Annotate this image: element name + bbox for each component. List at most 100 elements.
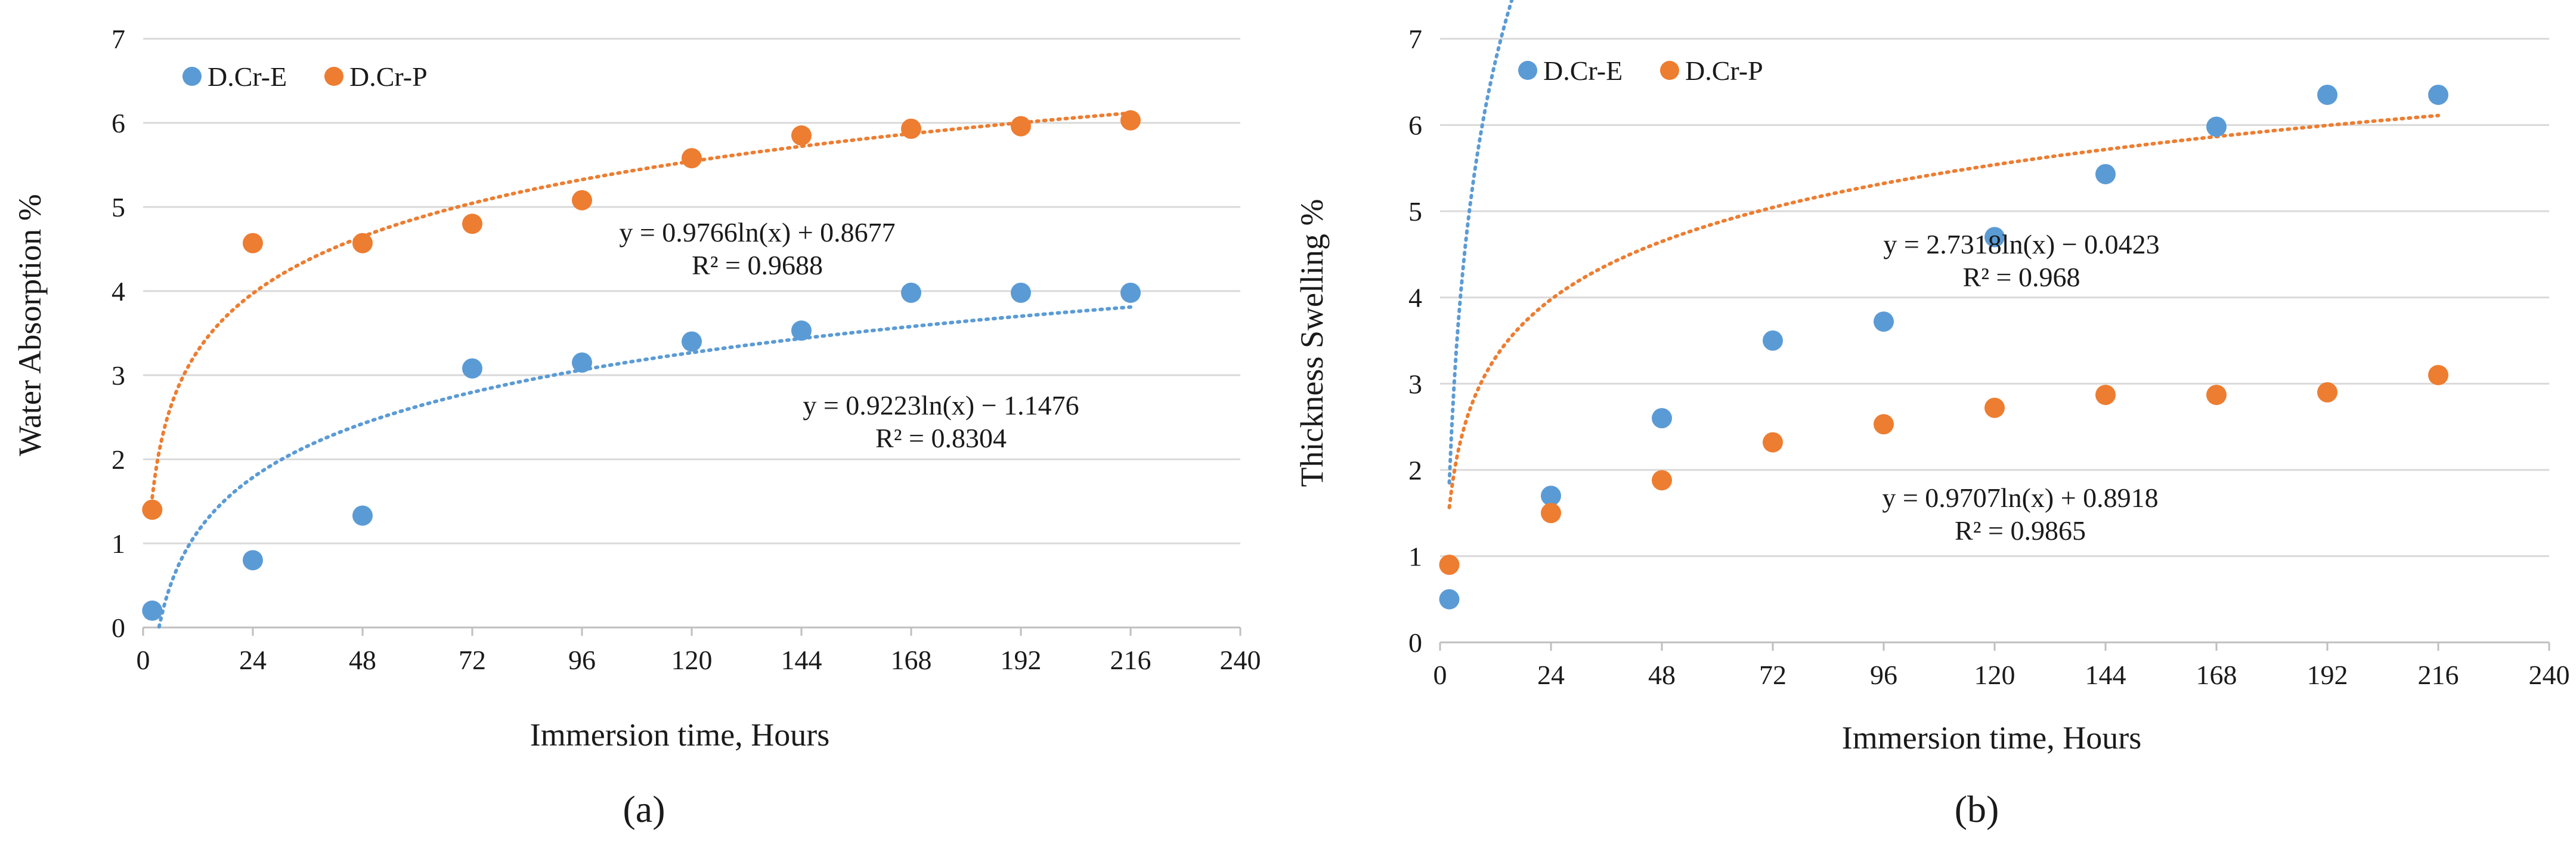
data-point-d-cr-e [1984,227,2005,248]
data-point-d-cr-p [901,118,921,139]
data-point-d-cr-e [1011,282,1031,303]
trendline-d-cr-e [157,305,1132,629]
data-point-d-cr-p [352,233,373,253]
y-tick-label: 3 [1408,369,1422,399]
x-tick-label: 240 [1220,645,1261,675]
x-tick-label: 144 [781,645,822,675]
data-point-d-cr-e [352,505,373,526]
x-tick-label: 48 [349,645,376,675]
data-point-d-cr-p [2428,364,2448,385]
y-tick-label: 4 [1408,283,1422,313]
data-point-d-cr-e [142,600,163,621]
data-point-d-cr-e [243,550,263,571]
axes-b [1439,641,2550,651]
legend-label-dcr-p: D.Cr-P [349,61,428,92]
data-point-d-cr-p [2317,382,2337,403]
r2-dcr-e-a: R² = 0.8304 [875,423,1007,453]
grid-a [143,38,1240,545]
r2-dcr-e-b: R² = 0.968 [1963,262,2080,292]
legend-label-dcr-e: D.Cr-E [1543,55,1623,86]
legend-label-dcr-p: D.Cr-P [1685,55,1763,86]
x-tick-label: 120 [671,645,713,675]
data-point-d-cr-e [462,358,482,379]
trendline-d-cr-p [150,111,1132,500]
legend-marker-dcr-e [1518,61,1537,80]
legend-a: D.Cr-E D.Cr-P [182,61,428,92]
data-point-d-cr-e [682,331,702,352]
ylabel-a: Water Absorption % [12,194,48,456]
legend-label-dcr-e: D.Cr-E [208,61,287,92]
data-point-d-cr-e [1439,589,1460,610]
x-tick-label: 72 [1759,660,1787,690]
data-point-d-cr-e [1652,408,1672,429]
data-point-d-cr-e [1763,330,1783,351]
data-point-d-cr-p [142,499,163,520]
y-tick-label: 0 [1408,627,1422,658]
x-tick-label: 0 [1433,660,1447,690]
x-tick-label: 120 [1974,660,2015,690]
data-point-d-cr-p [243,233,263,253]
points-a [142,110,1141,621]
x-tick-label: 216 [1110,645,1151,675]
legend-marker-dcr-p [324,67,343,86]
points-b [1439,84,2448,610]
x-tick-label: 240 [2529,660,2570,690]
data-point-d-cr-p [682,148,702,169]
y-tick-label: 3 [112,360,125,391]
y-tick-label: 1 [112,528,125,559]
data-point-d-cr-e [901,282,921,303]
data-point-d-cr-e [2428,84,2448,105]
data-point-d-cr-p [1984,397,2005,418]
y-tick-label: 2 [112,444,125,475]
data-point-d-cr-e [2095,163,2116,184]
equation-dcr-e-a: y = 0.9223ln(x) − 1.1476 [803,390,1079,420]
y-tick-label: 6 [112,108,125,138]
data-point-d-cr-p [2095,385,2116,406]
y-tick-label: 6 [1408,110,1422,141]
caption-b: (b) [1955,788,1999,830]
xlabel-a: Immersion time, Hours [530,717,829,753]
data-point-d-cr-p [1652,470,1672,491]
data-point-d-cr-p [1874,414,1894,435]
y-tick-label: 0 [112,613,125,643]
xlabel-b: Immersion time, Hours [1842,720,2141,756]
x-tick-label: 0 [137,645,150,675]
data-point-d-cr-p [462,214,482,234]
caption-a: (a) [623,788,665,830]
chart-panel-b: 0 1 2 3 4 5 6 7 0 24 48 72 96 120 144 168 192 216 240 Thic… [1288,0,2576,841]
grid-b [1440,38,2549,557]
x-tick-label: 144 [2085,660,2126,690]
data-point-d-cr-p [572,190,592,211]
data-point-d-cr-p [1011,116,1031,137]
x-tick-label: 96 [568,645,596,675]
y-tick-label: 2 [1408,455,1422,486]
trendline-d-cr-p [1447,113,2440,509]
r2-dcr-p-b: R² = 0.9865 [1955,515,2086,546]
y-tick-label: 7 [112,24,125,54]
x-tick-label: 216 [2418,660,2459,690]
ticks-a: 0 1 2 3 4 5 6 7 0 24 48 72 96 120 144 168 192 216 240 [112,24,1261,675]
r2-dcr-p-a: R² = 0.9688 [692,250,823,280]
x-tick-label: 192 [2307,660,2348,690]
data-point-d-cr-e [1874,311,1894,332]
data-point-d-cr-e [2206,116,2227,137]
equation-dcr-e-b: y = 2.7318ln(x) − 0.0423 [1883,229,2159,259]
data-point-d-cr-e [2317,84,2337,105]
data-point-d-cr-e [1120,282,1141,303]
chart-a: 0 1 2 3 4 5 6 7 0 24 48 72 96 120 144 168 192 216 240 Wate… [12,24,1261,830]
x-tick-label: 24 [239,645,267,675]
x-tick-label: 96 [1870,660,1897,690]
equation-dcr-p-b: y = 0.9707ln(x) + 0.8918 [1882,483,2158,513]
x-tick-label: 72 [459,645,486,675]
y-tick-label: 5 [112,192,125,222]
legend-marker-dcr-p [1660,61,1679,80]
legend-marker-dcr-e [182,67,202,86]
equation-dcr-p-a: y = 0.9766ln(x) + 0.8677 [619,217,895,248]
x-tick-label: 24 [1537,660,1565,690]
legend-b: D.Cr-E D.Cr-P [1518,55,1763,86]
trendlines-a [150,111,1132,629]
y-tick-label: 1 [1408,541,1422,571]
data-point-d-cr-p [1541,503,1561,524]
data-point-d-cr-e [791,320,812,341]
data-point-d-cr-p [1120,110,1141,131]
